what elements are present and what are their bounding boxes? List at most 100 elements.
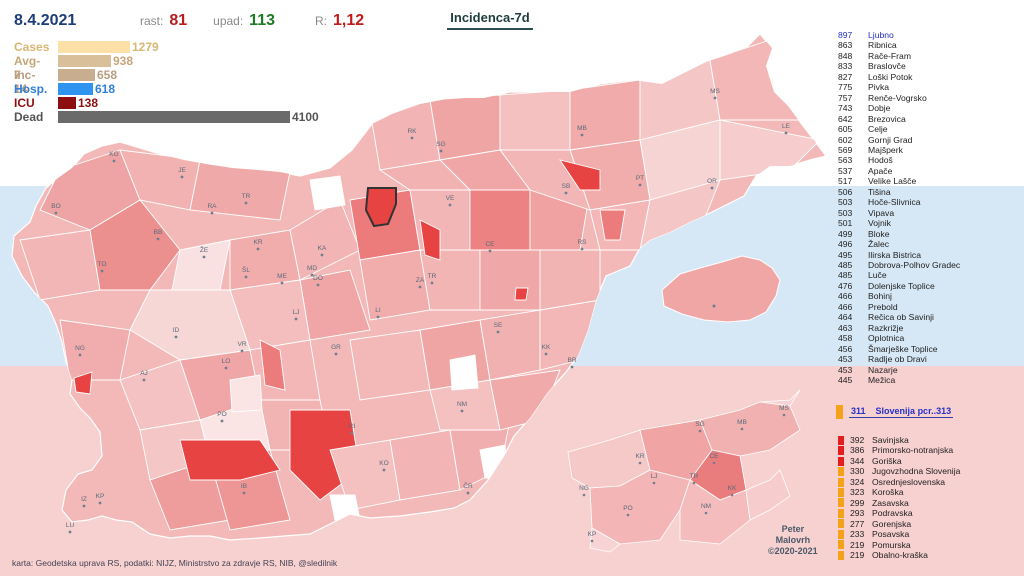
ranking-name: Celje <box>868 124 888 135</box>
city-label: ŽE <box>200 245 209 254</box>
city-dot <box>439 149 443 153</box>
ranking-value: 848 <box>838 50 853 61</box>
ranking-row: 848 Rače-Fram <box>838 51 960 61</box>
city-dot <box>100 269 104 273</box>
ranking-row: 445 Mežica <box>838 375 960 385</box>
inset-city-label: KP <box>588 531 597 538</box>
inset-city-dot <box>582 493 586 497</box>
inset-city-dot <box>740 427 744 431</box>
stat-bar <box>58 83 93 95</box>
ranking-row: 453 Radlje ob Dravi <box>838 354 960 364</box>
city-label: LJ <box>293 309 300 316</box>
ranking-row: 485 Luče <box>838 270 960 280</box>
ranking-value: 476 <box>838 280 853 291</box>
ranking-name: Ribnica <box>868 40 897 51</box>
region-name: Zasavska <box>872 497 909 508</box>
city-label: TO <box>98 261 107 268</box>
ranking-value: 495 <box>838 249 853 260</box>
national-marker <box>836 405 843 419</box>
ranking-value: 537 <box>838 165 853 176</box>
city-dot <box>256 247 260 251</box>
ranking-name: Dobrova-Polhov Gradec <box>868 259 961 270</box>
stat-value: 138 <box>78 96 99 110</box>
ranking-name: Ljubno <box>868 30 894 40</box>
city-label: ZA <box>416 277 425 284</box>
region-marker <box>838 498 844 508</box>
city-dot <box>350 431 354 435</box>
stat-label: Cases <box>14 40 50 54</box>
ranking-name: Luče <box>868 270 887 281</box>
city-dot <box>466 491 470 495</box>
ranking-value: 775 <box>838 82 853 93</box>
ranking-value: 517 <box>838 176 853 187</box>
city-label: VR <box>237 341 246 348</box>
city-dot <box>334 352 338 356</box>
stat-value: 658 <box>97 68 118 82</box>
ranking-value: 445 <box>838 374 853 385</box>
city-label: IB <box>241 483 247 490</box>
city-label: BO <box>51 203 60 210</box>
city-label: BB <box>154 229 163 236</box>
region-row: 330 Jugovzhodna Slovenija <box>838 466 960 476</box>
region-value: 299 <box>850 497 865 508</box>
ranking-row: 466 Bohinj <box>838 291 960 301</box>
upad-label: upad: <box>213 14 244 28</box>
ranking-value: 827 <box>838 71 853 82</box>
ranking-row: 458 Oplotnica <box>838 333 960 343</box>
ranking-name: Nazarje <box>868 364 898 375</box>
city-dot <box>430 281 434 285</box>
region-row: 299 Zasavska <box>838 498 960 508</box>
city-dot <box>496 330 500 334</box>
ranking-value: 485 <box>838 270 853 281</box>
region-name: Osrednjeslovenska <box>872 476 946 487</box>
city-label: SG <box>436 141 445 148</box>
region-name: Savinjska <box>872 435 909 445</box>
ranking-value: 503 <box>838 197 853 208</box>
national-number: 311 <box>851 406 866 416</box>
ranking-value: 863 <box>838 40 853 51</box>
ranking-name: Rače-Fram <box>868 50 911 61</box>
region-name: Gorenjska <box>872 518 912 529</box>
ranking-row: 464 Rečica ob Savinji <box>838 312 960 322</box>
ranking-row: 642 Brezovica <box>838 114 960 124</box>
ranking-row: 833 Braslovče <box>838 61 960 71</box>
ranking-row: 537 Apače <box>838 166 960 176</box>
ranking-name: Vojnik <box>868 218 891 229</box>
ranking-name: Radlje ob Dravi <box>868 354 927 365</box>
city-dot <box>202 255 206 259</box>
region-marker <box>838 467 844 477</box>
city-label: RA <box>207 203 217 210</box>
credit-line3: ©2020-2021 <box>768 546 818 556</box>
region-marker <box>838 487 844 497</box>
city-label: GR <box>331 344 341 351</box>
ranking-name: Hodoš <box>868 155 893 166</box>
ranking-name: Bohinj <box>868 291 892 302</box>
city-dot <box>784 131 788 135</box>
city-label: KK <box>542 344 551 351</box>
city-dot <box>382 468 386 472</box>
inset-city-label: SG <box>695 421 704 428</box>
author-credit: Peter Malovrh ©2020-2021 <box>768 524 818 557</box>
city-dot <box>68 530 72 534</box>
stat-bar <box>58 55 111 67</box>
inset-country-small <box>661 255 781 323</box>
city-dot <box>488 249 492 253</box>
ranking-row: 485 Dobrova-Polhov Gradec <box>838 260 960 270</box>
inset-city-dot <box>712 461 716 465</box>
upad-value: 113 <box>249 12 275 29</box>
city-label: KO <box>379 460 388 467</box>
ranking-value: 485 <box>838 259 853 270</box>
region-ranking: 392 Savinjska 386 Primorsko-notranjska 344 Go… <box>838 435 960 560</box>
inset-city-dot <box>626 513 630 517</box>
city-dot <box>410 136 414 140</box>
city-dot <box>244 201 248 205</box>
city-dot <box>418 285 422 289</box>
stat-label: Dead <box>14 110 44 124</box>
ranking-value: 499 <box>838 228 853 239</box>
region-row: 324 Osrednjeslovenska <box>838 477 960 487</box>
region-value: 324 <box>850 476 865 487</box>
city-label: LU <box>66 522 75 529</box>
ranking-value: 466 <box>838 301 853 312</box>
city-dot <box>376 315 380 319</box>
